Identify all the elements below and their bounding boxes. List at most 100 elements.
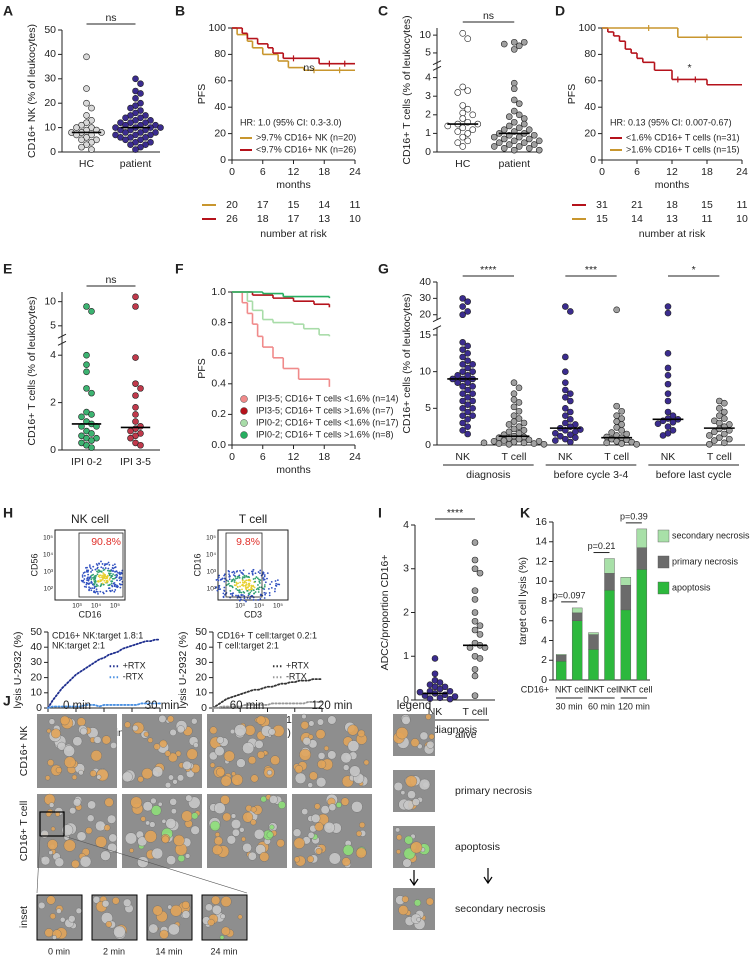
cell [214, 836, 223, 846]
at-risk-value: 21 [631, 199, 643, 211]
column-header: 120 min [312, 700, 353, 712]
y-tick-label: 30 [195, 656, 207, 668]
panel-letter: G [378, 261, 389, 277]
data-point [669, 418, 677, 426]
y-tick-label: 50 [195, 626, 207, 638]
data-point [515, 143, 523, 150]
flow-event [269, 583, 272, 586]
y-tick-label: 4 [403, 519, 409, 531]
data-point [469, 390, 476, 397]
data-point [520, 427, 528, 434]
data-point [505, 428, 513, 436]
flow-event [115, 575, 118, 578]
cell [266, 831, 274, 839]
cell [40, 855, 51, 866]
data-point [562, 435, 569, 443]
cell [184, 853, 191, 859]
flow-event [229, 593, 232, 595]
data-point [530, 141, 538, 148]
flow-event [99, 580, 102, 583]
y-axis-label: CD16+ NK (% of leukocytes) [26, 24, 38, 158]
flow-event [96, 584, 99, 587]
column-header: 30 min [145, 700, 180, 712]
flow-event [232, 578, 235, 581]
legend-swatch [657, 529, 670, 543]
cell [342, 764, 350, 771]
y-axis-label: PFS [196, 84, 208, 104]
flow-event [239, 585, 241, 588]
flow-event [113, 582, 116, 584]
cell [316, 777, 327, 788]
flow-event [108, 570, 111, 572]
y-tick-label: 1 [425, 127, 431, 139]
flow-event [244, 586, 247, 589]
flow-event [217, 576, 220, 579]
x-tick-label: T cell [604, 451, 629, 463]
cell [250, 774, 259, 783]
cell [159, 929, 169, 939]
flow-event [100, 584, 103, 587]
data-point [459, 361, 466, 368]
data-point [469, 397, 476, 405]
cell [226, 835, 237, 845]
micrograph [393, 888, 435, 930]
data-point [535, 146, 543, 154]
cell [101, 900, 110, 908]
flow-event [112, 573, 114, 576]
flow-event [101, 574, 103, 577]
data-point [459, 102, 467, 109]
flow-event [111, 577, 114, 580]
flow-event [101, 582, 104, 585]
flow-event [89, 587, 92, 590]
panel-letter: F [175, 261, 184, 277]
at-risk-value: 13 [318, 213, 330, 225]
data-point [515, 415, 523, 422]
cell [76, 831, 87, 842]
data-point [83, 351, 90, 359]
flow-event [258, 586, 261, 589]
data-point [459, 133, 467, 141]
flow-event [235, 581, 238, 584]
data-point [83, 368, 90, 376]
cell [75, 907, 82, 914]
data-point [608, 429, 615, 436]
cell [124, 832, 137, 845]
cell [144, 830, 157, 843]
data-point [510, 96, 518, 104]
flow-event [90, 578, 93, 581]
flow-event [113, 584, 116, 586]
y-tick-label: 0.8 [211, 316, 226, 328]
data-point [706, 432, 713, 439]
cell [143, 731, 149, 737]
data-point [137, 90, 144, 97]
legend-marker [240, 419, 248, 427]
cell [147, 737, 154, 743]
y-axis-label: lysis U-2932 (%) [12, 631, 24, 708]
flow-event [265, 592, 267, 595]
data-point [459, 295, 466, 302]
flow-event [81, 575, 84, 578]
cell [55, 766, 63, 774]
micrograph [147, 895, 192, 940]
y-tick-label: 40 [214, 101, 226, 113]
cell [270, 755, 280, 766]
data-point [464, 423, 471, 430]
at-risk-value: 13 [666, 213, 678, 225]
flow-event [222, 592, 225, 595]
cell [169, 798, 177, 806]
y-tick-label: 1 [403, 650, 409, 662]
data-point [567, 408, 574, 416]
cell [167, 715, 175, 723]
y-tick-label: 12 [535, 555, 547, 567]
flow-event [243, 574, 246, 577]
data-point [480, 439, 488, 447]
data-point [567, 438, 574, 446]
micrograph [207, 714, 287, 788]
y-tick-label: 14 [535, 536, 547, 548]
inset-time: 24 min [210, 946, 237, 956]
data-point [122, 129, 129, 136]
cell [231, 774, 243, 786]
cell [191, 718, 198, 725]
data-point [83, 85, 90, 92]
flow-event [95, 585, 98, 588]
